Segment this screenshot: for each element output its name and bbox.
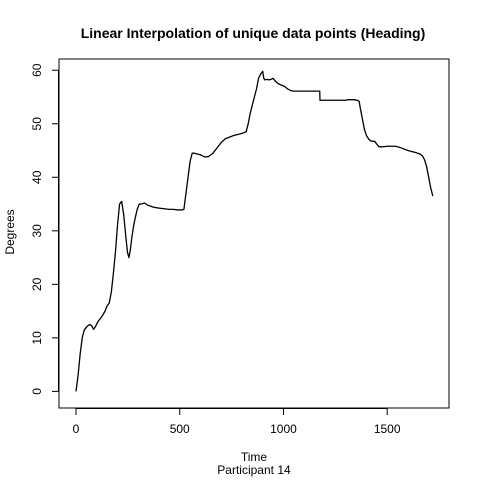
x-tick-label: 0 — [73, 422, 80, 436]
chart-subtitle: Participant 14 — [217, 463, 291, 477]
y-axis-label: Degrees — [3, 209, 17, 254]
y-tick-label: 30 — [30, 224, 44, 238]
chart-title: Linear Interpolation of unique data poin… — [81, 25, 426, 41]
x-tick-label: 1000 — [270, 422, 297, 436]
y-tick-label: 0 — [30, 388, 44, 395]
x-tick-label: 500 — [170, 422, 190, 436]
y-tick-label: 60 — [30, 63, 44, 77]
plot-area: 0 500 1000 1500 0 10 20 30 40 50 60 — [30, 58, 450, 436]
x-tick-label: 1500 — [374, 422, 401, 436]
y-tick-label: 20 — [30, 277, 44, 291]
x-axis-label: Time — [241, 450, 268, 464]
y-tick-label: 40 — [30, 170, 44, 184]
y-tick-label: 50 — [30, 117, 44, 131]
y-tick-label: 10 — [30, 331, 44, 345]
heading-series-line — [75, 70, 434, 392]
